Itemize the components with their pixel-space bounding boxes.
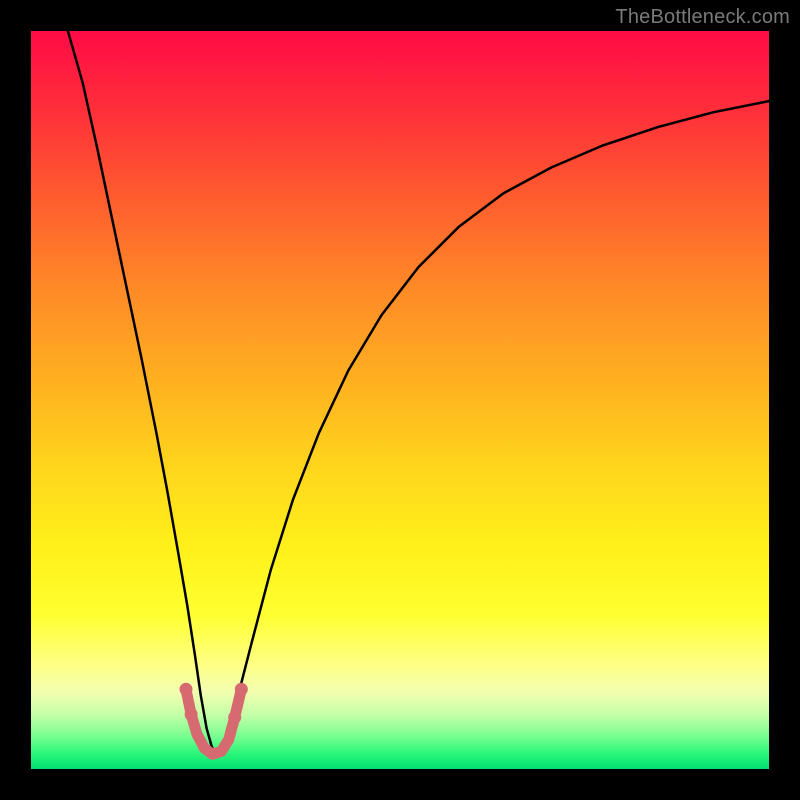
chart-canvas: TheBottleneck.com	[0, 0, 800, 800]
plot-area	[31, 31, 769, 769]
valley-marker-0	[179, 683, 192, 696]
watermark-text: TheBottleneck.com	[615, 6, 790, 29]
valley-marker-3	[235, 683, 248, 696]
curve-layer	[31, 31, 769, 769]
valley-marker-1	[185, 708, 198, 721]
curve-right-branch	[217, 101, 769, 756]
curve-left-branch	[68, 31, 217, 756]
valley-marker-2	[228, 711, 241, 724]
